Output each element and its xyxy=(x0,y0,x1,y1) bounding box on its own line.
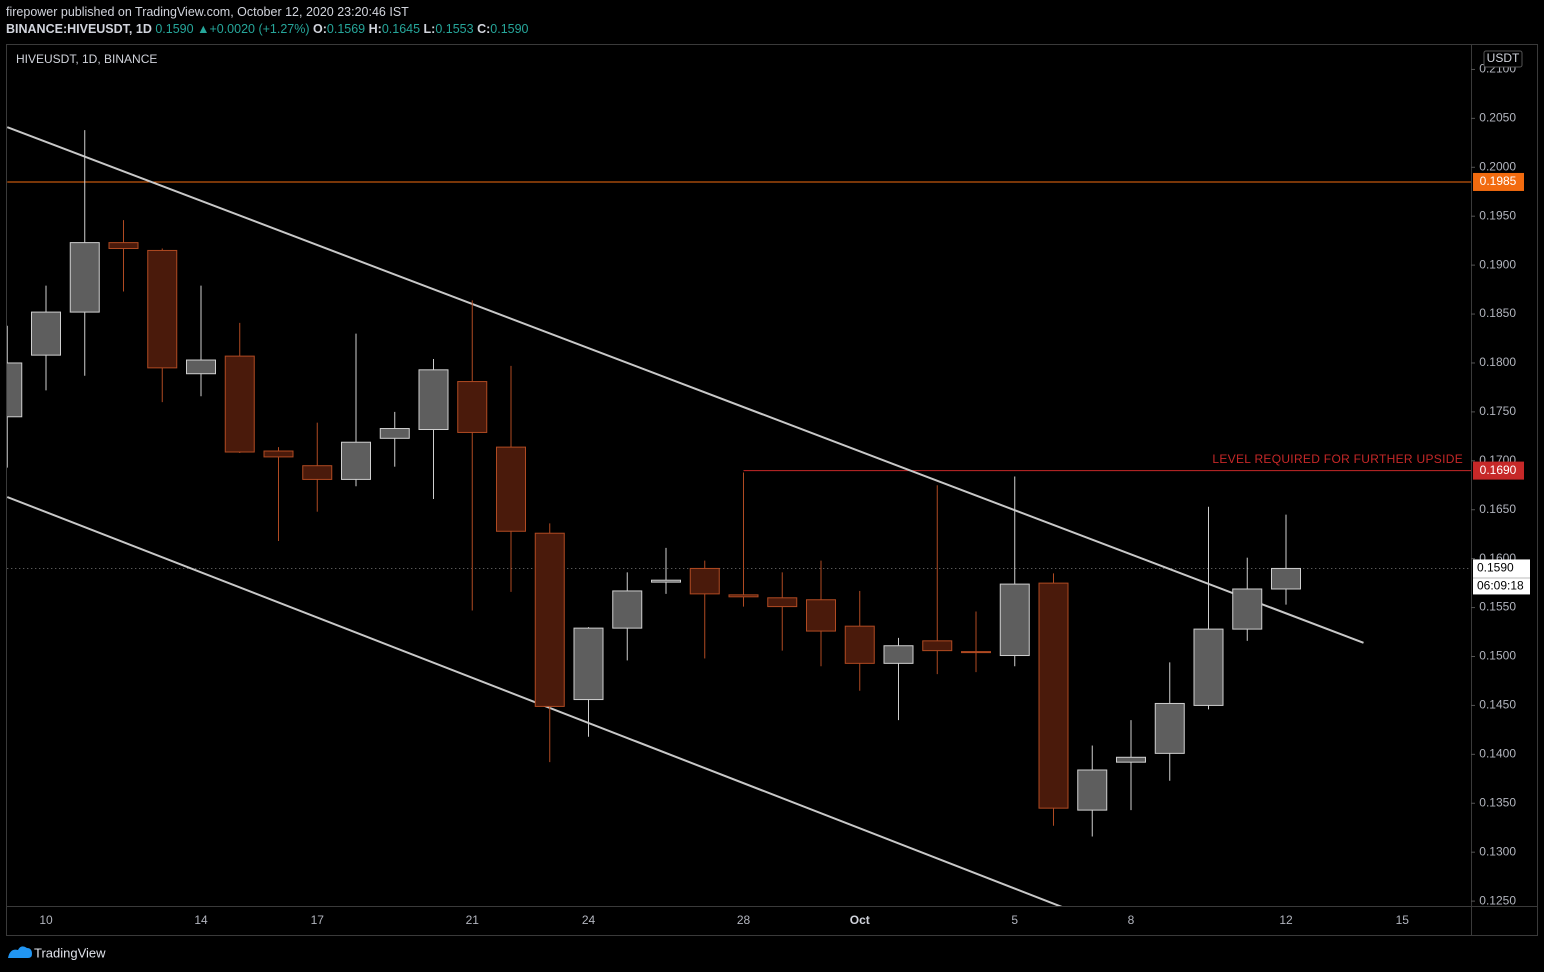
level-badge xyxy=(1473,172,1524,191)
candle-body xyxy=(1193,628,1224,706)
y-tick-label: 0.1850 xyxy=(1479,306,1516,320)
candle-body xyxy=(224,355,255,453)
trendline xyxy=(7,126,1364,644)
y-tick-label: 0.1450 xyxy=(1479,698,1516,712)
x-tick-label: 10 xyxy=(39,913,53,927)
x-tick-label: 12 xyxy=(1279,913,1293,927)
candle-body xyxy=(806,599,836,632)
candle-body xyxy=(883,645,914,664)
candle-body xyxy=(922,640,953,652)
candle-body xyxy=(31,311,61,356)
quote-line: BINANCE:HIVEUSDT, 1D 0.1590 ▲+0.0020 (+1… xyxy=(6,21,529,38)
y-tick-label: 0.1350 xyxy=(1479,795,1516,809)
y-tick-label: 0.1550 xyxy=(1479,600,1516,614)
candle-body xyxy=(1038,582,1069,809)
y-tick-label: 0.1500 xyxy=(1479,649,1516,663)
y-tick-label: 0.1400 xyxy=(1479,747,1516,761)
axes: 0.1250 0.1300 0.1350 0.1400 0.1450 0.1500 0.15… xyxy=(39,50,1530,927)
level-label: 0.1690 xyxy=(1480,463,1517,477)
frame xyxy=(6,44,1538,936)
candle-body xyxy=(844,625,875,664)
candle-body xyxy=(341,441,371,480)
candle-body xyxy=(1154,702,1185,754)
x-tick-label: 21 xyxy=(466,913,480,927)
x-tick-label: 24 xyxy=(582,913,596,927)
x-tick-label: 5 xyxy=(1011,913,1018,927)
candle-body xyxy=(496,446,526,532)
candle-body xyxy=(147,249,178,369)
candle-body xyxy=(534,532,565,707)
y-tick-label: 0.1900 xyxy=(1479,257,1516,271)
high: 0.1645 xyxy=(381,22,421,36)
y-tick-label: 0.2050 xyxy=(1479,111,1516,125)
plot: LEVEL REQUIRED FOR FURTHER UPSIDE xyxy=(7,126,1471,906)
countdown: 06:09:18 xyxy=(1477,579,1524,593)
candle-body xyxy=(418,369,449,431)
candle-body xyxy=(379,428,410,439)
x-tick-label: 14 xyxy=(194,913,208,927)
y-tick-label: 0.1750 xyxy=(1479,404,1516,418)
annotation: LEVEL REQUIRED FOR FURTHER UPSIDE xyxy=(1212,452,1463,466)
candle-body xyxy=(689,567,720,595)
x-tick-label: 15 xyxy=(1396,913,1410,927)
candle-body xyxy=(651,579,681,583)
candle-body xyxy=(69,242,100,313)
candle-body xyxy=(961,651,991,654)
candle-body xyxy=(457,381,488,433)
open: 0.1569 xyxy=(326,22,366,36)
y-tick-label: 0.1800 xyxy=(1479,355,1516,369)
logo xyxy=(8,946,32,958)
candle-body xyxy=(263,450,294,458)
x-tick-label: Oct xyxy=(850,913,870,927)
candle-body xyxy=(1116,756,1146,763)
candle-body xyxy=(1232,588,1263,630)
brand-name: TradingView xyxy=(34,945,106,960)
low: 0.1553 xyxy=(435,22,474,36)
header: firepower published on TradingView.com, … xyxy=(6,4,529,38)
last: 0.1590 xyxy=(155,22,194,36)
candle-body xyxy=(7,362,23,418)
l-label: L: xyxy=(423,22,436,36)
candle-body xyxy=(302,465,333,480)
candle-body xyxy=(1077,769,1108,811)
y-unit: USDT xyxy=(1487,51,1520,65)
y-tick-label: 0.1650 xyxy=(1479,502,1516,516)
brand: TradingView xyxy=(8,945,106,960)
c-label: C: xyxy=(477,22,491,36)
o-label: O: xyxy=(313,22,327,36)
candle-body xyxy=(1271,567,1301,590)
change: +0.0020 (+1.27%) xyxy=(209,22,310,36)
publisher: firepower published on TradingView.com, … xyxy=(6,5,409,19)
candle-body xyxy=(728,594,759,598)
x-tick-label: 28 xyxy=(737,913,751,927)
candle-body xyxy=(999,583,1030,657)
arrow: ▲ xyxy=(197,22,210,36)
y-tick-label: 0.1250 xyxy=(1479,893,1516,907)
candle-body xyxy=(573,627,604,701)
h-label: H: xyxy=(368,22,382,36)
candle-body xyxy=(767,597,798,608)
y-tick-label: 0.1300 xyxy=(1479,844,1516,858)
close: 0.1590 xyxy=(490,22,529,36)
y-tick-label: 0.2000 xyxy=(1479,159,1516,173)
level-badge xyxy=(1473,461,1524,480)
last-price-badge xyxy=(1473,559,1530,595)
y-tick-label: 0.1950 xyxy=(1479,208,1516,222)
chart-title: HIVEUSDT, 1D, BINANCE xyxy=(16,52,157,66)
unit-box xyxy=(1483,50,1523,68)
candle-body xyxy=(612,590,643,629)
level-label: 0.1985 xyxy=(1480,174,1517,188)
candle-body xyxy=(108,242,139,249)
x-tick-label: 8 xyxy=(1128,913,1135,927)
x-tick-label: 17 xyxy=(311,913,325,927)
symbol: BINANCE:HIVEUSDT, 1D xyxy=(6,22,152,36)
candle-body xyxy=(186,359,216,375)
last-price-label: 0.1590 xyxy=(1477,561,1514,575)
